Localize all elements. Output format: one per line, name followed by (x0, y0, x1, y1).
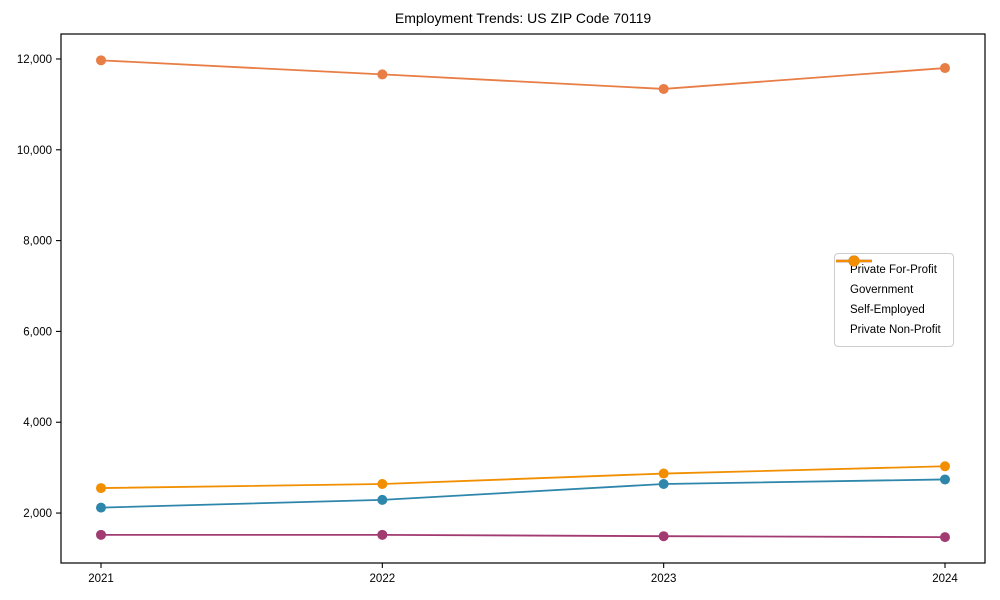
series-line-private-non-profit (100, 465, 946, 489)
legend-item-self-employed: Self-Employed (836, 255, 941, 320)
series-marker-private-for-profit (377, 69, 388, 80)
legend-label: Private For-Profit (850, 264, 937, 276)
y-tick-label: 8,000 (23, 236, 52, 248)
y-tick-label: 4,000 (23, 417, 52, 429)
y-tick-label: 10,000 (17, 145, 52, 157)
legend: Private For-Profit Government Self-Employe… (834, 253, 954, 347)
series-marker-self-employed (377, 529, 388, 540)
y-tick-label: 6,000 (23, 326, 52, 338)
legend-item-government: Government (836, 255, 941, 300)
series-marker-self-employed (940, 532, 950, 543)
legend-swatch-private-non-profit (836, 255, 872, 267)
series-marker-private-for-profit (940, 63, 950, 74)
x-tick-label: 2024 (932, 573, 958, 585)
axes-box (60, 33, 986, 564)
legend-item-private-non-profit: Private Non-Profit (836, 255, 941, 340)
series-marker-government (658, 478, 669, 489)
series-marker-self-employed (658, 531, 669, 542)
series-marker-private-for-profit (96, 55, 106, 66)
series-line-private-for-profit (100, 59, 946, 90)
y-tick-label: 2,000 (23, 508, 52, 520)
series-marker-private-non-profit (96, 483, 106, 494)
series-marker-government (377, 494, 388, 505)
x-tick-label: 2022 (370, 573, 396, 585)
series-marker-private-non-profit (377, 478, 388, 489)
series-marker-private-for-profit (658, 83, 669, 94)
legend-label: Government (850, 284, 914, 296)
legend-label: Self-Employed (850, 304, 925, 316)
series-line-government (100, 478, 946, 509)
series-marker-private-non-profit (940, 461, 950, 472)
series-marker-government (96, 502, 106, 513)
plot-area: 2,000 4,000 6,000 8,000 10,000 12,000 2021 2022… (17, 33, 986, 585)
x-tick-label: 2023 (651, 573, 677, 585)
series-marker-self-employed (96, 529, 106, 540)
x-tick-label: 2021 (88, 573, 114, 585)
series-marker-government (940, 474, 950, 485)
series-line-self-employed (101, 533, 946, 539)
legend-label: Private Non-Profit (850, 324, 941, 336)
y-tick-label: 12,000 (17, 54, 52, 66)
series-marker-private-non-profit (658, 468, 669, 479)
chart-title: Employment Trends: US ZIP Code 70119 (395, 10, 651, 26)
